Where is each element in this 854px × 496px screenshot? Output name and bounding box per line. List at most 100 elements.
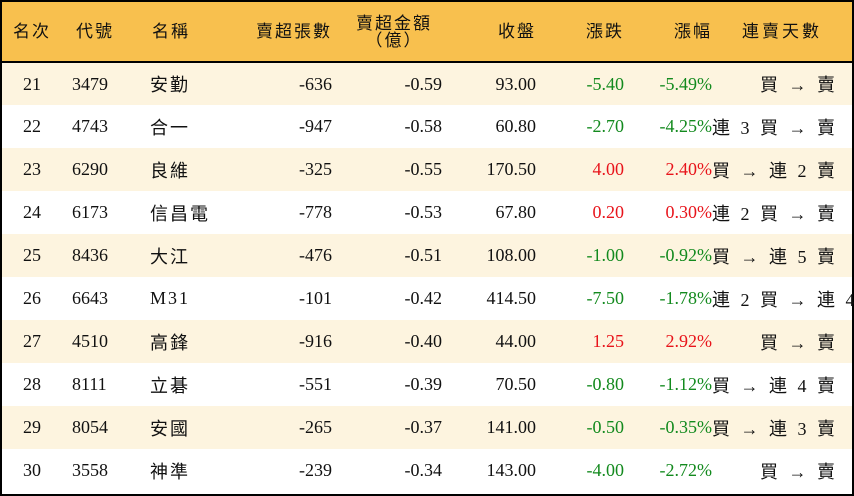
cell-rank: 28	[23, 374, 41, 394]
cell-change: 4.00	[592, 159, 625, 179]
cell-change-pct: -4.25%	[659, 116, 713, 136]
cell-change-pct: 2.92%	[665, 331, 713, 351]
cell-change: -7.50	[586, 288, 625, 308]
cell-code: 6643	[72, 288, 108, 308]
cell-close: 60.80	[495, 116, 537, 136]
header-rank: 名次	[13, 22, 51, 41]
cell-change-pct: 2.40%	[665, 159, 713, 179]
cell-rank: 30	[23, 460, 41, 480]
cell-change: 0.20	[592, 202, 625, 222]
header-code: 代號	[76, 22, 114, 41]
cell-name: 高鋒	[150, 332, 190, 353]
cell-name: M31	[150, 288, 191, 308]
cell-change-pct: -1.12%	[659, 374, 713, 394]
table-row: 29 8054 安國 -265 -0.37 141.00 -0.50 -0.35…	[2, 406, 852, 449]
cell-close: 44.00	[495, 331, 537, 351]
header-net-sell-amount-line1: 賣超金額	[356, 13, 432, 33]
cell-change-pct: -5.49%	[659, 73, 713, 94]
cell-change: -1.00	[586, 245, 625, 265]
cell-rank: 22	[23, 116, 41, 136]
cell-rank: 25	[23, 245, 41, 265]
cell-change-pct: -0.35%	[659, 417, 713, 437]
cell-net-sell-amount: -0.42	[404, 288, 443, 308]
cell-net-sell-amount: -0.40	[404, 331, 443, 351]
header-change-pct: 漲幅	[674, 22, 712, 41]
cell-name: 安勤	[150, 75, 190, 95]
cell-streak: 買 → 連 3 賣	[712, 418, 838, 439]
cell-close: 70.50	[495, 374, 537, 394]
cell-code: 4510	[72, 331, 108, 351]
cell-net-sell-amount: -0.55	[404, 159, 443, 179]
cell-streak: 買 → 賣	[760, 461, 838, 482]
cell-net-sell-amount: -0.59	[404, 73, 443, 94]
cell-name: 大江	[150, 246, 190, 267]
table-row: 23 6290 良維 -325 -0.55 170.50 4.00 2.40% …	[2, 148, 852, 191]
cell-streak: 連 3 買 → 賣	[712, 117, 838, 138]
cell-change: -0.50	[586, 417, 625, 437]
cell-change-pct: -2.72%	[659, 460, 713, 480]
cell-net-sell-amount: -0.39	[404, 374, 443, 394]
header-close: 收盤	[498, 22, 536, 41]
cell-code: 4743	[72, 116, 108, 136]
cell-change-pct: -0.92%	[659, 245, 713, 265]
table-row: 21 3479 安勤 -636 -0.59 93.00 -5.40 -5.49%…	[2, 62, 852, 105]
cell-net-sell-amount: -0.51	[404, 245, 443, 265]
cell-rank: 24	[23, 202, 41, 222]
cell-net-sell-shares: -947	[299, 116, 332, 136]
table-row: 28 8111 立碁 -551 -0.39 70.50 -0.80 -1.12%…	[2, 363, 852, 406]
cell-streak: 買 → 連 5 賣	[712, 246, 838, 267]
table-row: 27 4510 高鋒 -916 -0.40 44.00 1.25 2.92% 買…	[2, 320, 852, 363]
table-row: 22 4743 合一 -947 -0.58 60.80 -2.70 -4.25%…	[2, 105, 852, 148]
cell-change: -4.00	[586, 460, 625, 480]
cell-net-sell-shares: -778	[299, 202, 332, 222]
cell-code: 8436	[72, 245, 108, 265]
cell-close: 67.80	[495, 202, 537, 222]
header-net-sell-shares: 賣超張數	[256, 22, 332, 41]
cell-net-sell-amount: -0.37	[404, 417, 443, 437]
cell-streak: 買 → 賣	[760, 75, 838, 95]
cell-close: 170.50	[486, 159, 537, 179]
cell-streak: 連 2 買 → 連 4 賣	[712, 289, 854, 310]
cell-change: -2.70	[586, 116, 625, 136]
header-streak: 連賣天數	[742, 22, 822, 41]
cell-name: 立碁	[150, 375, 190, 396]
table-row: 25 8436 大江 -476 -0.51 108.00 -1.00 -0.92…	[2, 234, 852, 277]
cell-rank: 26	[23, 288, 41, 308]
cell-code: 6290	[72, 159, 108, 179]
cell-name: 安國	[150, 418, 190, 439]
cell-net-sell-shares: -916	[299, 331, 332, 351]
cell-name: 良維	[150, 160, 190, 181]
cell-code: 6173	[72, 202, 108, 222]
cell-close: 143.00	[486, 460, 537, 480]
cell-net-sell-shares: -101	[299, 288, 332, 308]
cell-change-pct: -1.78%	[659, 288, 713, 308]
cell-change: -5.40	[586, 73, 625, 94]
cell-rank: 29	[23, 417, 41, 437]
cell-rank: 21	[23, 73, 41, 94]
table-header-row: 名次 代號 名稱 賣超張數 賣超金額 （億） 收盤 漲跌 漲幅 連賣天數	[2, 2, 852, 62]
cell-rank: 27	[23, 331, 41, 351]
cell-code: 8111	[72, 374, 107, 394]
cell-name: 信昌電	[150, 203, 210, 224]
cell-net-sell-amount: -0.34	[404, 460, 443, 480]
cell-rank: 23	[23, 159, 41, 179]
header-net-sell-amount: 賣超金額 （億）	[332, 2, 442, 62]
cell-net-sell-shares: -239	[299, 460, 332, 480]
header-net-sell-amount-line2: （億）	[365, 30, 423, 50]
cell-change-pct: 0.30%	[665, 202, 713, 222]
cell-net-sell-shares: -325	[299, 159, 332, 179]
cell-close: 414.50	[486, 288, 537, 308]
cell-net-sell-shares: -476	[299, 245, 332, 265]
cell-name: 合一	[150, 117, 190, 138]
table-row: 30 3558 神準 -239 -0.34 143.00 -4.00 -2.72…	[2, 449, 852, 492]
cell-close: 141.00	[486, 417, 537, 437]
cell-close: 108.00	[486, 245, 537, 265]
cell-code: 3479	[72, 73, 108, 94]
cell-name: 神準	[150, 461, 190, 482]
cell-streak: 買 → 賣	[760, 332, 838, 353]
cell-net-sell-shares: -265	[299, 417, 332, 437]
cell-streak: 買 → 連 4 賣	[712, 375, 838, 396]
cell-change: -0.80	[586, 374, 625, 394]
